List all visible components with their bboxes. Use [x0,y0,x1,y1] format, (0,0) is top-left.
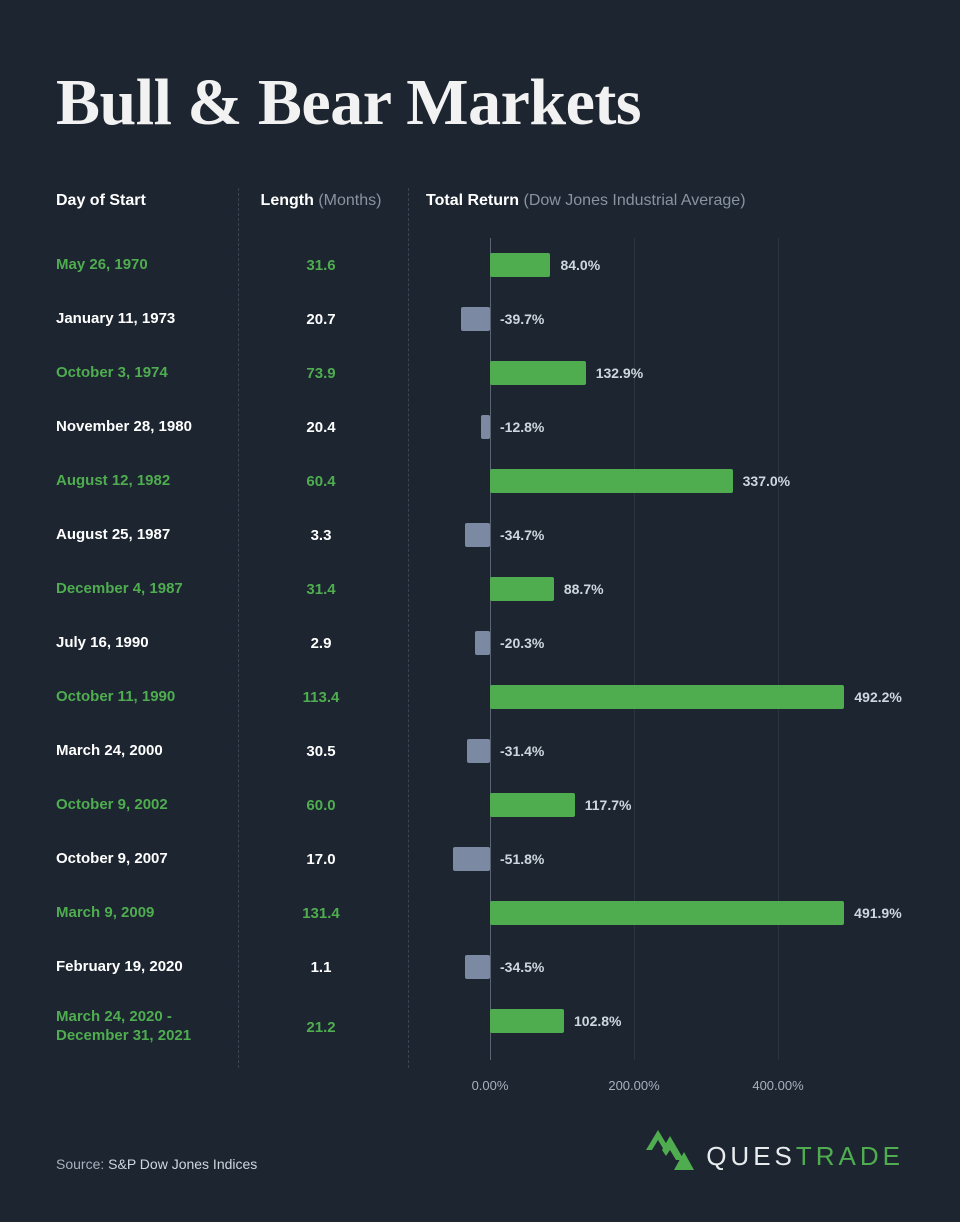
bear-return-bar [467,739,490,763]
bear-return-bar [481,415,490,439]
header-return-unit: (Dow Jones Industrial Average) [523,192,745,209]
row-length: 73.9 [236,365,406,382]
row-length: 20.7 [236,311,406,328]
source-label: Source: [56,1156,104,1172]
bear-return-bar [465,955,490,979]
bull-return-bar [490,469,733,493]
row-date: December 4, 1987 [56,580,236,599]
bear-return-bar [465,523,490,547]
bear-return-bar [475,631,490,655]
row-length: 2.9 [236,635,406,652]
column-headers: Day of Start Length (Months) Total Retur… [56,192,904,210]
bar-value-label: 102.8% [574,1013,621,1029]
source-footer: Source: S&P Dow Jones Indices [56,1156,257,1172]
x-axis-tick-label: 400.00% [752,1078,803,1093]
bar-value-label: -12.8% [500,419,544,435]
bull-return-bar [490,253,550,277]
header-return: Total Return (Dow Jones Industrial Avera… [406,192,904,210]
row-date: August 25, 1987 [56,526,236,545]
bull-return-bar [490,685,844,709]
row-length: 20.4 [236,419,406,436]
header-date: Day of Start [56,192,236,210]
x-axis-tick-label: 0.00% [472,1078,509,1093]
gridline [634,238,635,1060]
bar-value-label: -51.8% [500,851,544,867]
gridline [778,238,779,1060]
row-date: October 3, 1974 [56,364,236,383]
bar-value-label: -31.4% [500,743,544,759]
bull-return-bar [490,1009,564,1033]
header-return-label: Total Return [426,192,519,209]
bar-value-label: 337.0% [743,473,790,489]
header-length-unit: (Months) [318,192,381,209]
x-axis-tick-label: 200.00% [608,1078,659,1093]
bar-value-label: -34.5% [500,959,544,975]
row-date: November 28, 1980 [56,418,236,437]
bar-value-label: -20.3% [500,635,544,651]
row-length: 131.4 [236,905,406,922]
bar-value-label: 492.2% [854,689,901,705]
bull-return-bar [490,361,586,385]
row-date: January 11, 1973 [56,310,236,329]
bar-value-label: 132.9% [596,365,643,381]
row-length: 31.4 [236,581,406,598]
row-date: October 9, 2002 [56,796,236,815]
header-length: Length (Months) [236,192,406,210]
bear-return-bar [461,307,490,331]
bar-value-label: 88.7% [564,581,604,597]
bar-value-label: -39.7% [500,311,544,327]
page-title: Bull & Bear Markets [56,65,641,141]
logo-suffix: TRADE [796,1141,904,1171]
header-length-label: Length [261,192,314,209]
bar-value-label: 491.9% [854,905,901,921]
row-date: October 11, 1990 [56,688,236,707]
bar-value-label: 84.0% [560,257,600,273]
row-length: 60.0 [236,797,406,814]
row-length: 17.0 [236,851,406,868]
row-length: 113.4 [236,689,406,706]
row-length: 3.3 [236,527,406,544]
return-bar-chart: 0.00% 200.00% 400.00% 84.0% -39.7% 132.9% -12.… [428,238,904,1100]
brand-logo: QUESTRADE [640,1126,904,1172]
row-date: March 24, 2020 - December 31, 2021 [56,1008,236,1046]
bar-value-label: 117.7% [585,797,632,813]
source-value: S&P Dow Jones Indices [108,1156,257,1172]
row-length: 60.4 [236,473,406,490]
row-date: March 24, 2000 [56,742,236,761]
row-length: 1.1 [236,959,406,976]
bull-return-bar [490,793,575,817]
row-date: February 19, 2020 [56,958,236,977]
row-length: 21.2 [236,1019,406,1036]
bull-return-bar [490,577,554,601]
bull-return-bar [490,901,844,925]
logo-text: QUESTRADE [706,1141,904,1172]
row-length: 30.5 [236,743,406,760]
row-date: July 16, 1990 [56,634,236,653]
bar-value-label: -34.7% [500,527,544,543]
row-length: 31.6 [236,257,406,274]
logo-prefix: QUES [706,1141,796,1171]
row-date: August 12, 1982 [56,472,236,491]
logo-icon [640,1126,696,1172]
row-date: May 26, 1970 [56,256,236,275]
bear-return-bar [453,847,490,871]
row-date: October 9, 2007 [56,850,236,869]
row-date: March 9, 2009 [56,904,236,923]
